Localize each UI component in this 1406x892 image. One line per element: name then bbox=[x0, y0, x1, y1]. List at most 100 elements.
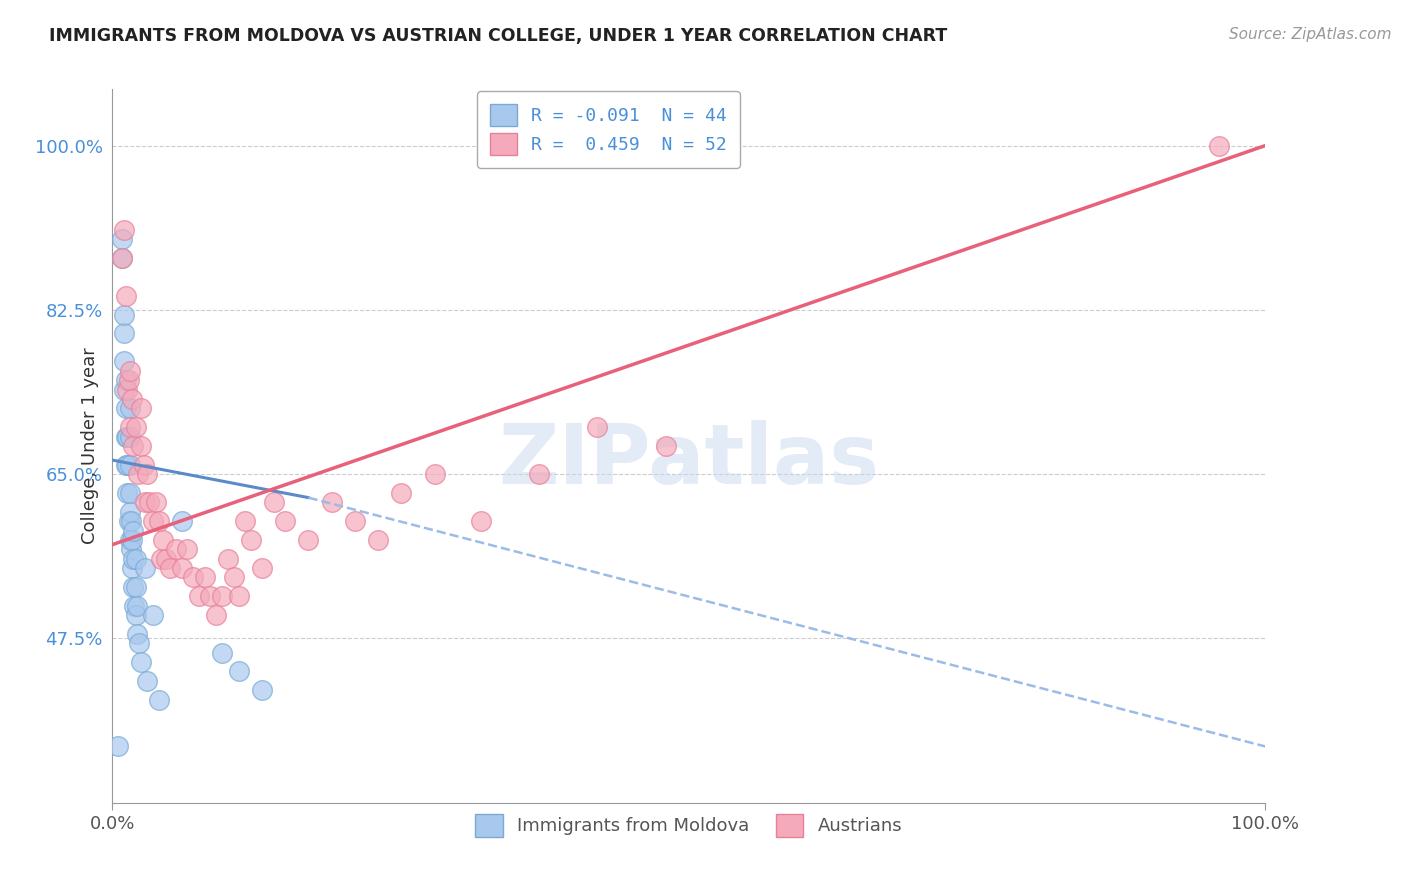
Point bbox=[111, 232, 134, 246]
Point bbox=[585, 420, 607, 434]
Point bbox=[117, 514, 139, 528]
Point bbox=[389, 486, 412, 500]
Point bbox=[118, 420, 141, 434]
Point bbox=[122, 439, 145, 453]
Point bbox=[343, 514, 366, 528]
Point bbox=[655, 439, 678, 453]
Point bbox=[142, 607, 165, 622]
Point bbox=[121, 392, 143, 406]
Point bbox=[129, 401, 153, 416]
Point bbox=[117, 486, 139, 500]
Point bbox=[222, 570, 245, 584]
Point bbox=[170, 561, 193, 575]
Point bbox=[115, 401, 138, 416]
Point bbox=[118, 505, 141, 519]
Point bbox=[118, 429, 141, 443]
Point bbox=[107, 739, 129, 754]
Point bbox=[263, 495, 285, 509]
Point bbox=[165, 542, 187, 557]
Y-axis label: College, Under 1 year: College, Under 1 year bbox=[80, 348, 98, 544]
Text: IMMIGRANTS FROM MOLDOVA VS AUSTRIAN COLLEGE, UNDER 1 YEAR CORRELATION CHART: IMMIGRANTS FROM MOLDOVA VS AUSTRIAN COLL… bbox=[49, 27, 948, 45]
Point bbox=[138, 495, 160, 509]
Point bbox=[367, 533, 389, 547]
Point bbox=[170, 514, 193, 528]
Point bbox=[233, 514, 256, 528]
Point bbox=[128, 636, 150, 650]
Point bbox=[321, 495, 343, 509]
Point bbox=[120, 514, 142, 528]
Point bbox=[121, 533, 143, 547]
Point bbox=[155, 551, 177, 566]
Point bbox=[115, 289, 138, 303]
Point bbox=[112, 354, 135, 368]
Point bbox=[1208, 138, 1230, 153]
Point bbox=[118, 458, 141, 472]
Point bbox=[118, 486, 141, 500]
Legend: Immigrants from Moldova, Austrians: Immigrants from Moldova, Austrians bbox=[468, 807, 910, 844]
Point bbox=[121, 561, 143, 575]
Point bbox=[142, 514, 165, 528]
Point bbox=[228, 665, 250, 679]
Point bbox=[129, 439, 153, 453]
Point bbox=[152, 533, 174, 547]
Point bbox=[112, 326, 135, 341]
Point bbox=[115, 373, 138, 387]
Point bbox=[112, 308, 135, 322]
Point bbox=[194, 570, 217, 584]
Point bbox=[148, 692, 170, 706]
Text: ZIPatlas: ZIPatlas bbox=[499, 420, 879, 500]
Point bbox=[134, 561, 156, 575]
Point bbox=[129, 655, 153, 669]
Point bbox=[117, 373, 139, 387]
Point bbox=[211, 646, 233, 660]
Point bbox=[145, 495, 167, 509]
Point bbox=[117, 458, 139, 472]
Point bbox=[120, 542, 142, 557]
Point bbox=[127, 467, 149, 482]
Point bbox=[136, 467, 159, 482]
Point bbox=[425, 467, 447, 482]
Point bbox=[527, 467, 550, 482]
Text: Source: ZipAtlas.com: Source: ZipAtlas.com bbox=[1229, 27, 1392, 42]
Point bbox=[211, 589, 233, 603]
Point bbox=[122, 524, 145, 538]
Point bbox=[124, 599, 146, 613]
Point bbox=[124, 551, 146, 566]
Point bbox=[181, 570, 204, 584]
Point bbox=[228, 589, 250, 603]
Point bbox=[149, 551, 172, 566]
Point bbox=[117, 383, 139, 397]
Point bbox=[239, 533, 262, 547]
Point bbox=[118, 533, 141, 547]
Point bbox=[117, 429, 139, 443]
Point bbox=[470, 514, 492, 528]
Point bbox=[124, 580, 146, 594]
Point bbox=[200, 589, 222, 603]
Point bbox=[159, 561, 181, 575]
Point bbox=[176, 542, 198, 557]
Point bbox=[297, 533, 319, 547]
Point bbox=[122, 551, 145, 566]
Point bbox=[125, 599, 148, 613]
Point bbox=[188, 589, 211, 603]
Point bbox=[112, 223, 135, 237]
Point bbox=[136, 673, 159, 688]
Point bbox=[118, 364, 141, 378]
Point bbox=[111, 251, 134, 265]
Point bbox=[252, 683, 274, 698]
Point bbox=[132, 458, 155, 472]
Point bbox=[115, 458, 138, 472]
Point bbox=[124, 420, 146, 434]
Point bbox=[125, 627, 148, 641]
Point bbox=[124, 607, 146, 622]
Point bbox=[217, 551, 239, 566]
Point bbox=[112, 383, 135, 397]
Point bbox=[122, 580, 145, 594]
Point bbox=[115, 429, 138, 443]
Point bbox=[134, 495, 156, 509]
Point bbox=[148, 514, 170, 528]
Point bbox=[274, 514, 297, 528]
Point bbox=[252, 561, 274, 575]
Point bbox=[111, 251, 134, 265]
Point bbox=[118, 401, 141, 416]
